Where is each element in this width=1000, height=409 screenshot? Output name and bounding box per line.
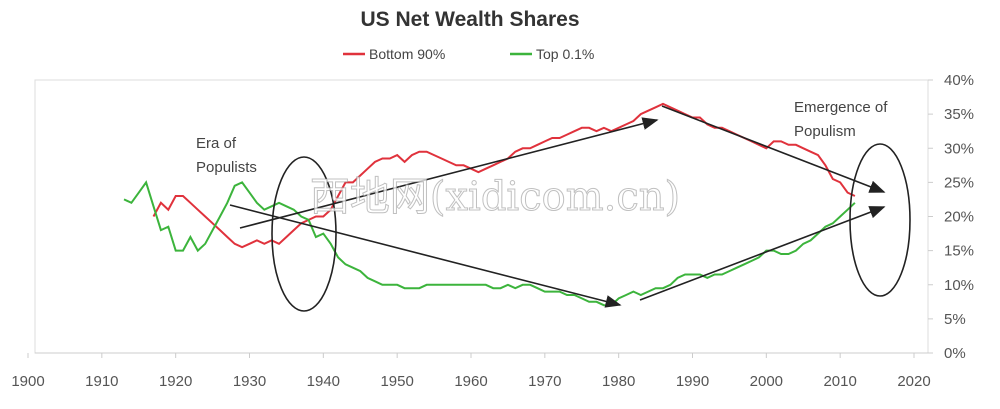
x-tick-label: 1950 — [380, 373, 413, 390]
annotation: Era of — [196, 135, 237, 152]
x-tick-label: 1960 — [454, 373, 487, 390]
x-tick-label: 1920 — [159, 373, 192, 390]
chart-title: US Net Wealth Shares — [360, 8, 579, 31]
y-tick-label: 25% — [944, 174, 974, 191]
annotation: Emergence of — [794, 99, 888, 116]
y-tick-label: 35% — [944, 106, 974, 123]
y-tick-label: 0% — [944, 345, 966, 362]
x-tick-label: 1970 — [528, 373, 561, 390]
annotation-shapes — [229, 105, 911, 312]
x-tick-label: 1990 — [676, 373, 709, 390]
x-tick-label: 2000 — [750, 373, 783, 390]
y-tick-label: 10% — [944, 277, 974, 294]
series-line — [123, 180, 856, 307]
y-tick-label: 5% — [944, 311, 966, 328]
y-tick-label: 40% — [944, 72, 974, 89]
legend-label: Top 0.1% — [536, 46, 594, 62]
annotation: Populists — [196, 159, 257, 176]
x-tick-label: 1910 — [85, 373, 118, 390]
y-tick-label: 20% — [944, 209, 974, 226]
watermark: 西地网(xidicom.cn) — [310, 174, 680, 220]
legend-label: Bottom 90% — [369, 46, 445, 62]
x-tick-label: 2020 — [897, 373, 930, 390]
x-tick-label: 1900 — [11, 373, 44, 390]
x-tick-label: 1930 — [233, 373, 266, 390]
x-tick-label: 1940 — [307, 373, 340, 390]
x-tick-label: 1980 — [602, 373, 635, 390]
y-tick-label: 30% — [944, 140, 974, 157]
x-tick-label: 2010 — [823, 373, 856, 390]
annotation: Populism — [794, 123, 856, 140]
y-tick-label: 15% — [944, 243, 974, 260]
